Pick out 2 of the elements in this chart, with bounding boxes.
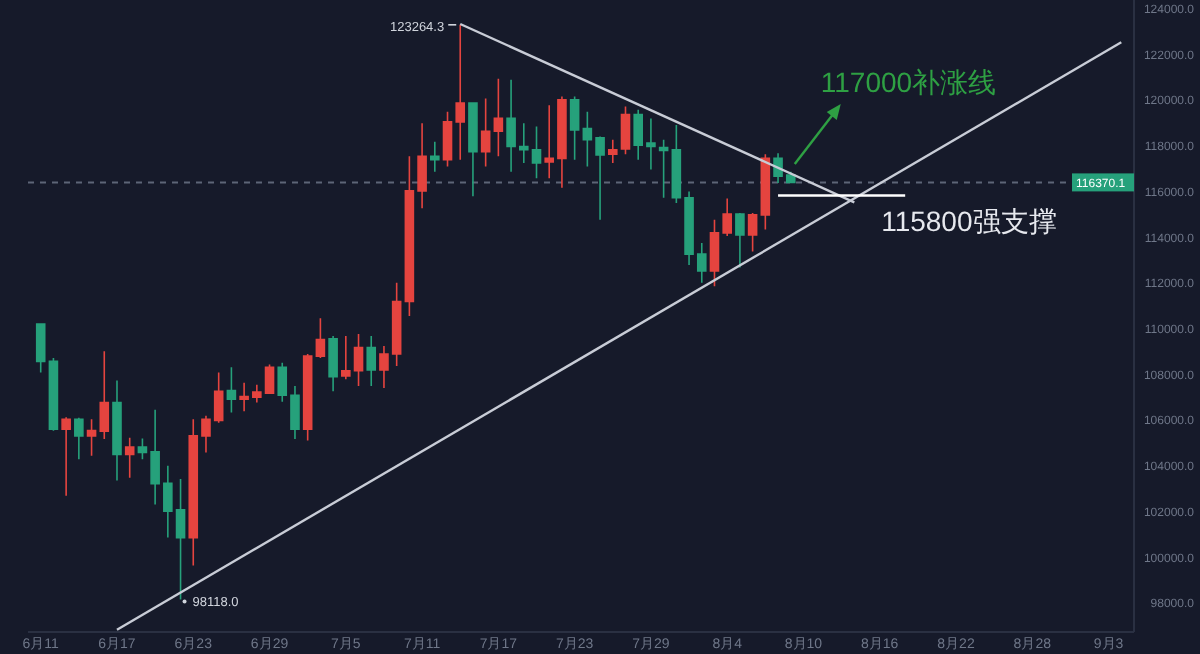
annotation: 115800强支撑 xyxy=(881,205,1057,238)
annotation: 117000补涨线 xyxy=(820,66,997,98)
